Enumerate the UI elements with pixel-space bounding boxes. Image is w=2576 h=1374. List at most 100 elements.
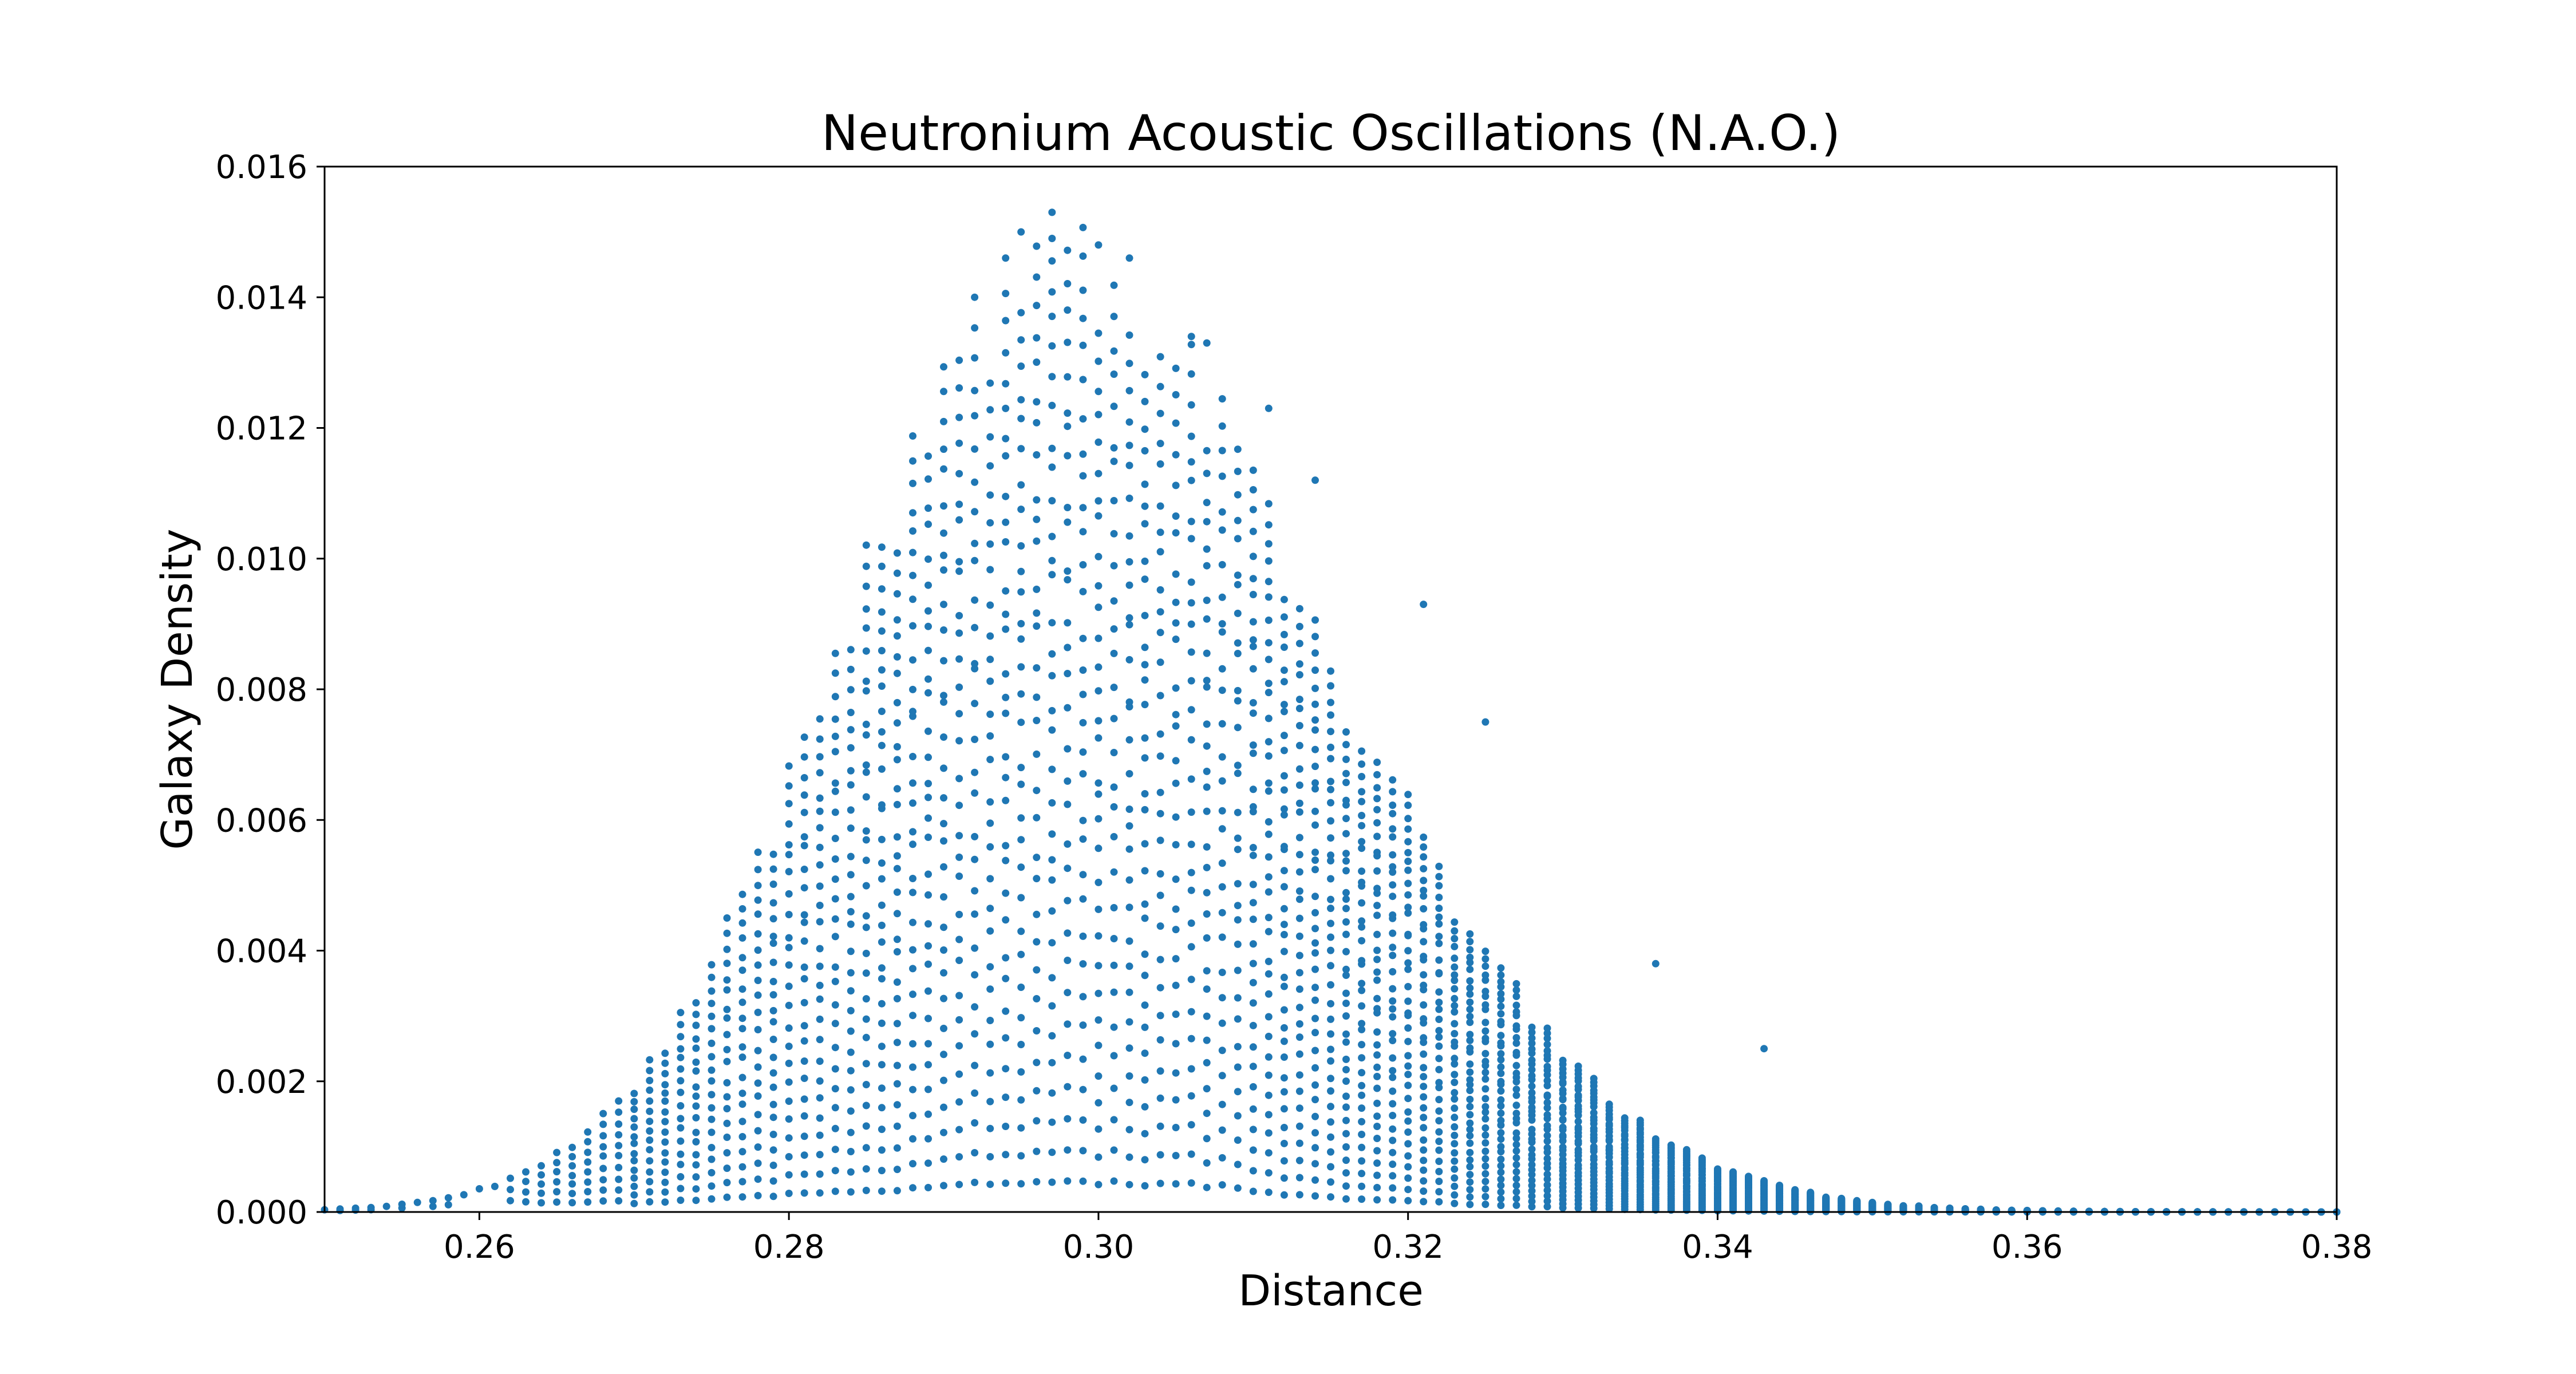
data-point — [986, 1097, 994, 1105]
data-point — [1110, 833, 1118, 840]
data-point — [1064, 897, 1072, 905]
data-point — [1156, 891, 1164, 899]
data-point — [878, 875, 886, 883]
data-point — [1048, 1148, 1056, 1156]
data-point — [1280, 973, 1288, 981]
data-point — [1451, 1002, 1459, 1010]
data-point — [1342, 1103, 1350, 1111]
data-point — [862, 1101, 870, 1110]
data-point — [862, 856, 870, 864]
data-point — [800, 937, 808, 945]
data-point — [1079, 932, 1087, 940]
data-point — [1064, 423, 1072, 431]
data-point — [1234, 609, 1242, 617]
data-point — [1249, 978, 1257, 986]
data-point — [785, 1153, 793, 1160]
data-point — [862, 1015, 870, 1023]
data-point — [568, 1190, 576, 1198]
data-point — [1435, 882, 1443, 890]
data-point — [1265, 689, 1273, 697]
data-point — [1466, 1163, 1474, 1171]
data-point — [1497, 1143, 1505, 1151]
data-point — [1033, 854, 1041, 862]
data-point — [1033, 537, 1041, 545]
data-point — [1249, 506, 1257, 514]
data-point — [955, 910, 963, 918]
data-point — [1528, 1072, 1536, 1080]
data-point — [1249, 699, 1257, 706]
data-point — [1172, 779, 1180, 787]
data-point — [1203, 889, 1211, 897]
data-point — [847, 744, 855, 752]
data-point — [677, 1077, 685, 1085]
data-point — [909, 509, 916, 517]
data-point — [1559, 1103, 1567, 1111]
data-point — [847, 1027, 855, 1035]
data-point — [1064, 1020, 1072, 1028]
data-point — [1125, 1072, 1133, 1080]
data-point — [1172, 364, 1180, 372]
data-point — [1389, 1125, 1397, 1133]
data-point — [1327, 1045, 1334, 1053]
data-point — [1095, 844, 1103, 852]
data-point — [1342, 947, 1350, 956]
data-point — [723, 1093, 731, 1101]
data-point — [1249, 1146, 1257, 1154]
data-point — [723, 1079, 731, 1087]
data-point — [1327, 1087, 1334, 1095]
data-point — [1807, 1189, 1815, 1197]
data-point — [1404, 909, 1412, 917]
data-point — [677, 1124, 685, 1132]
data-point — [1033, 585, 1041, 593]
data-point — [1358, 788, 1366, 796]
data-point — [1095, 878, 1103, 886]
data-point — [816, 1151, 824, 1159]
data-point — [1358, 1054, 1366, 1062]
data-point — [1961, 1205, 1969, 1213]
data-point — [1512, 986, 1520, 994]
data-point — [553, 1159, 561, 1167]
data-point — [986, 985, 994, 993]
data-point — [816, 962, 824, 970]
data-point — [1342, 1030, 1350, 1038]
data-point — [1203, 518, 1211, 526]
data-point — [909, 840, 916, 848]
data-point — [723, 945, 731, 953]
data-point — [831, 715, 839, 723]
data-point — [1110, 370, 1118, 378]
data-point — [1095, 552, 1103, 560]
data-point — [971, 556, 979, 564]
data-point — [1156, 528, 1164, 536]
data-point — [1543, 1203, 1551, 1211]
data-point — [1389, 929, 1397, 937]
data-point — [1420, 1124, 1428, 1132]
data-point — [971, 736, 979, 743]
data-point — [1265, 656, 1273, 664]
data-point — [1048, 1178, 1056, 1186]
data-point — [1420, 833, 1428, 841]
data-point — [1435, 969, 1443, 977]
data-point — [1033, 515, 1041, 523]
data-point — [1265, 557, 1273, 565]
data-point — [1141, 557, 1149, 565]
data-point — [692, 1128, 700, 1136]
data-point — [909, 432, 916, 440]
data-point — [1358, 838, 1366, 846]
data-point — [1451, 1131, 1459, 1139]
data-point — [1451, 942, 1459, 950]
data-point — [1327, 817, 1334, 825]
data-point — [1249, 642, 1257, 650]
data-point — [1342, 1143, 1350, 1151]
data-point — [847, 852, 855, 860]
data-point — [1590, 1109, 1598, 1117]
data-point — [847, 1168, 855, 1176]
data-point — [785, 868, 793, 875]
data-point — [692, 1197, 700, 1205]
data-point — [1249, 591, 1257, 598]
data-point — [599, 1132, 607, 1140]
data-point — [1311, 684, 1319, 692]
data-point — [1125, 418, 1133, 426]
data-point — [708, 973, 716, 981]
data-point — [1528, 1039, 1536, 1047]
data-point — [940, 1103, 947, 1111]
